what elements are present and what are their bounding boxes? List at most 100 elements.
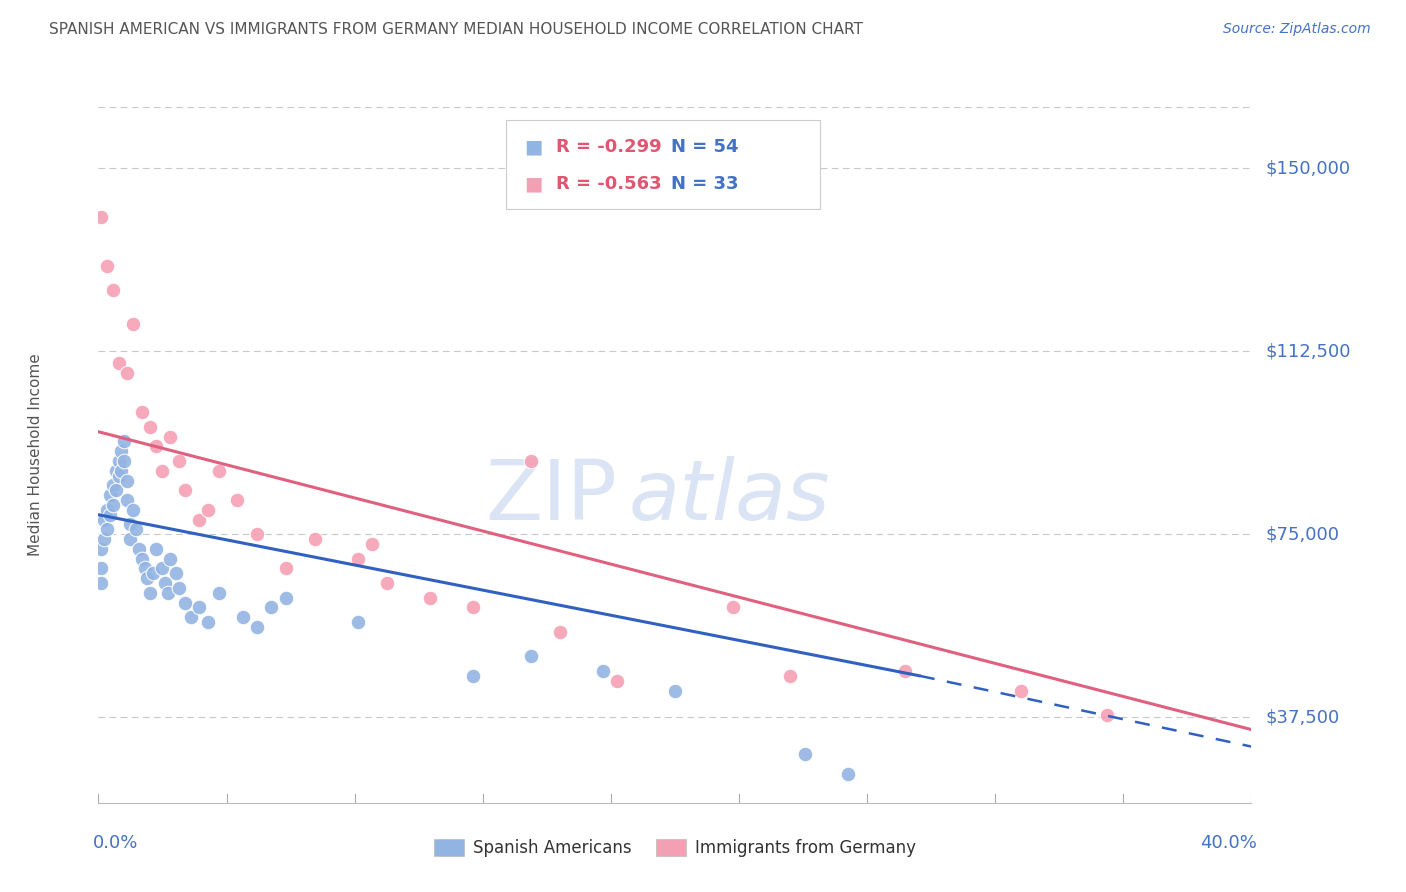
Point — [461, 600, 484, 615]
Point — [117, 366, 138, 380]
Point — [107, 468, 129, 483]
Point — [145, 439, 167, 453]
Point — [664, 683, 686, 698]
Point — [101, 498, 124, 512]
Point — [159, 551, 181, 566]
Point — [98, 508, 121, 522]
Point — [592, 664, 614, 678]
Point — [125, 522, 148, 536]
Point — [117, 493, 138, 508]
Point — [128, 541, 150, 556]
Point — [188, 513, 211, 527]
Text: $75,000: $75,000 — [1265, 525, 1340, 543]
Point — [110, 444, 132, 458]
Point — [104, 464, 127, 478]
Point — [225, 493, 247, 508]
Text: N = 33: N = 33 — [671, 176, 738, 194]
Point — [208, 586, 231, 600]
Point — [246, 620, 269, 634]
Point — [110, 464, 132, 478]
Point — [894, 664, 917, 678]
Text: $112,500: $112,500 — [1265, 343, 1351, 360]
Point — [461, 669, 484, 683]
Point — [134, 561, 156, 575]
Point — [107, 454, 129, 468]
Text: 40.0%: 40.0% — [1201, 834, 1257, 852]
Point — [90, 561, 112, 575]
Point — [274, 561, 297, 575]
Point — [96, 522, 118, 536]
Text: SPANISH AMERICAN VS IMMIGRANTS FROM GERMANY MEDIAN HOUSEHOLD INCOME CORRELATION : SPANISH AMERICAN VS IMMIGRANTS FROM GERM… — [49, 22, 863, 37]
Text: Median Household Income: Median Household Income — [28, 353, 42, 557]
Point — [197, 615, 219, 629]
Point — [548, 624, 571, 639]
Point — [520, 649, 543, 664]
Point — [837, 766, 859, 780]
Point — [159, 429, 181, 443]
Point — [188, 600, 211, 615]
Point — [90, 541, 112, 556]
Point — [131, 405, 153, 419]
Point — [520, 454, 543, 468]
Point — [721, 600, 744, 615]
Point — [167, 454, 190, 468]
Point — [1097, 707, 1119, 722]
Text: $150,000: $150,000 — [1265, 159, 1350, 178]
Point — [117, 474, 138, 488]
Point — [304, 532, 326, 546]
Point — [606, 673, 628, 688]
Point — [93, 532, 115, 546]
Text: ZIP: ZIP — [485, 456, 617, 537]
Point — [1010, 683, 1032, 698]
Point — [142, 566, 165, 581]
Point — [122, 318, 145, 332]
Point — [174, 596, 197, 610]
Point — [96, 503, 118, 517]
Point — [139, 420, 162, 434]
Point — [145, 541, 167, 556]
Point — [101, 478, 124, 492]
Legend: Spanish Americans, Immigrants from Germany: Spanish Americans, Immigrants from Germa… — [427, 832, 922, 864]
Point — [165, 566, 187, 581]
Point — [122, 503, 145, 517]
Point — [375, 576, 398, 591]
Point — [139, 586, 162, 600]
Point — [150, 464, 173, 478]
Text: ■: ■ — [524, 175, 543, 194]
Point — [779, 669, 801, 683]
Point — [90, 210, 112, 224]
Point — [246, 527, 269, 541]
Point — [131, 551, 153, 566]
Point — [101, 283, 124, 297]
Text: Source: ZipAtlas.com: Source: ZipAtlas.com — [1223, 22, 1371, 37]
Text: N = 54: N = 54 — [671, 138, 738, 156]
Point — [419, 591, 441, 605]
Point — [112, 434, 135, 449]
Point — [98, 488, 121, 502]
Point — [174, 483, 197, 498]
Point — [346, 551, 368, 566]
Point — [104, 483, 127, 498]
Point — [120, 517, 142, 532]
Point — [197, 503, 219, 517]
Point — [208, 464, 231, 478]
Point — [361, 537, 384, 551]
Text: ■: ■ — [524, 137, 543, 156]
Text: $37,500: $37,500 — [1265, 708, 1340, 726]
Point — [231, 610, 254, 624]
Point — [153, 576, 176, 591]
Point — [156, 586, 179, 600]
Point — [136, 571, 159, 585]
Point — [96, 259, 118, 273]
Point — [93, 513, 115, 527]
Point — [793, 747, 815, 761]
Point — [150, 561, 173, 575]
Text: atlas: atlas — [628, 456, 831, 537]
Point — [120, 532, 142, 546]
Point — [274, 591, 297, 605]
Text: R = -0.563: R = -0.563 — [555, 176, 661, 194]
Point — [346, 615, 368, 629]
Text: R = -0.299: R = -0.299 — [555, 138, 661, 156]
Text: 0.0%: 0.0% — [93, 834, 138, 852]
Point — [90, 576, 112, 591]
